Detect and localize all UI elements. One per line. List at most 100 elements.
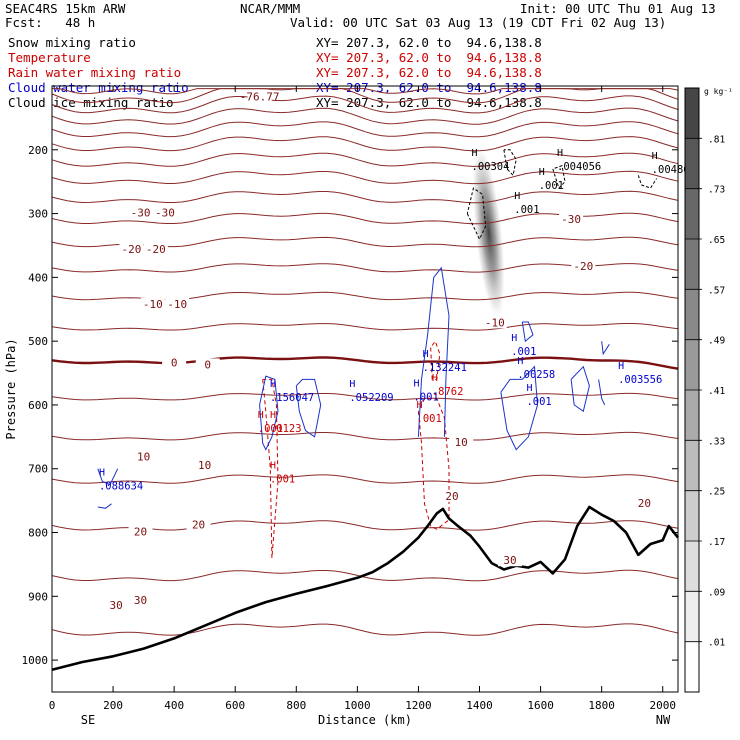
- temperature-contour: [51, 474, 679, 484]
- x-tick-label: 600: [225, 699, 245, 712]
- colorbar-unit: g kg⁻¹: [704, 87, 733, 96]
- cloud-water-contour: [521, 321, 534, 343]
- temperature-contour: [51, 392, 679, 401]
- temperature-contour: [51, 107, 679, 125]
- max-value-label: .088634: [99, 481, 143, 493]
- temperature-label-bg: [143, 242, 168, 255]
- temperature-label: -10: [167, 298, 187, 311]
- temperature-label: -30: [155, 207, 175, 220]
- cloud-water-contours: [97, 266, 610, 509]
- x-end-label-nw: NW: [656, 713, 671, 727]
- axes: 0 200 400 600 800 1000 1200 1400 1600 1800 2000200…: [4, 85, 679, 727]
- temperature-label: 10: [198, 459, 211, 472]
- temperature-contour: [51, 152, 679, 167]
- temperature-label-bg: [162, 356, 187, 369]
- temperature-contour: [51, 136, 679, 152]
- temperature-label-bg: [152, 206, 177, 219]
- temperature-label: -76.77: [240, 90, 280, 103]
- max-value-label: .00258: [517, 369, 555, 381]
- temperature-contour: [51, 569, 679, 582]
- temperature-label-bg: [449, 436, 474, 449]
- max-value-label: .052209: [349, 392, 393, 404]
- x-tick-label: 200: [103, 699, 123, 712]
- colorbar-swatch: [685, 339, 699, 390]
- max-marker: H: [270, 379, 276, 390]
- temperature-label-bg: [128, 593, 153, 606]
- contour-labels: -30 -30 -30 -20 -20 -20 -10 -10 -10 0 0 10 10 10 20 20 2…: [99, 90, 696, 612]
- field-name: Temperature: [8, 50, 91, 65]
- colorbar-label: .41: [708, 386, 725, 397]
- max-marker: H: [417, 400, 423, 411]
- temperature-label-bg: [632, 496, 657, 509]
- rain-contours: [262, 340, 450, 559]
- colorbar-swatch: [685, 440, 699, 491]
- colorbar-label: .17: [708, 537, 725, 548]
- temperature-label: 0: [204, 358, 211, 371]
- x-tick-label: 2000: [649, 699, 676, 712]
- max-value-label: .001: [417, 413, 442, 425]
- colorbar-swatch: [685, 88, 699, 139]
- max-value-label: .001: [539, 180, 564, 192]
- colorbar-label: .01: [708, 638, 725, 649]
- temperature-label: -30: [131, 207, 151, 220]
- max-marker: H: [526, 383, 532, 394]
- temperature-label-bg: [131, 450, 156, 463]
- temperature-label: 30: [503, 554, 516, 567]
- center-name: NCAR/MMM: [240, 1, 301, 16]
- temperature-contour: [51, 88, 679, 104]
- temperature-label: -10: [143, 298, 163, 311]
- temperature-label: 10: [455, 436, 468, 449]
- temperature-label: -20: [146, 243, 166, 256]
- max-marker: H: [270, 410, 276, 421]
- max-value-label: .004056: [557, 161, 601, 173]
- colorbar-label: .57: [708, 285, 725, 296]
- colorbar-swatch: [685, 641, 699, 692]
- cloud-water-contour: [97, 468, 119, 486]
- temperature-label-bg: [192, 459, 217, 472]
- field-name: Snow mixing ratio: [8, 35, 136, 50]
- temperature-label: 20: [134, 526, 147, 539]
- init-time: Init: 00 UTC Thu 01 Aug 13: [520, 1, 716, 16]
- max-marker: H: [349, 379, 355, 390]
- max-marker: H: [539, 167, 545, 178]
- forecast-hour: Fcst: 48 h: [5, 15, 96, 30]
- field-name: Cloud ice mixing ratio: [8, 95, 174, 110]
- colorbar-label: .33: [708, 436, 725, 447]
- colorbar-swatch: [685, 591, 699, 642]
- temperature-label-bg: [104, 598, 129, 611]
- temperature-contour: [51, 323, 679, 331]
- rain-contour: [417, 398, 450, 530]
- colorbar-label: .73: [708, 185, 725, 196]
- temperature-contour: [51, 431, 679, 441]
- terrain-line: [51, 505, 680, 671]
- colorbar-swatch: [685, 390, 699, 441]
- cloud-water-contour: [417, 266, 450, 437]
- cloud-water-contour: [570, 365, 590, 413]
- terrain-profile: [51, 505, 680, 671]
- valid-time: Valid: 00 UTC Sat 03 Aug 13 (19 CDT Fri …: [290, 15, 667, 30]
- max-value-label: .0123: [270, 423, 302, 435]
- colorbar-label: .25: [708, 487, 725, 498]
- max-marker: H: [270, 461, 276, 472]
- colorbar-swatch: [685, 541, 699, 592]
- field-xsection: XY= 207.3, 62.0 to 94.6,138.8: [316, 80, 542, 95]
- max-marker: H: [618, 361, 624, 372]
- temperature-label-bg: [165, 297, 190, 310]
- colorbar-swatch: [685, 138, 699, 189]
- max-marker: H: [472, 148, 478, 159]
- max-value-label: .132241: [423, 362, 467, 374]
- temperature-contour: [51, 121, 679, 138]
- x-end-label-se: SE: [81, 713, 95, 727]
- cloud-ice-contour: [466, 187, 487, 241]
- temperature-label: -10: [485, 316, 505, 329]
- temperature-label-bg: [186, 518, 211, 531]
- temperature-label: -20: [121, 243, 141, 256]
- max-marker: H: [517, 356, 523, 367]
- colorbar: .81 .73 .65 .57 .49 .41 .33 .25 .17 .09 .01 g kg⁻¹: [684, 87, 733, 693]
- colorbar-label: .09: [708, 587, 725, 598]
- temperature-label: 20: [638, 497, 651, 510]
- colorbar-label: .81: [708, 134, 725, 145]
- temperature-label-bg: [140, 297, 165, 310]
- x-tick-label: 1400: [466, 699, 493, 712]
- y-tick-label: 400: [28, 271, 48, 284]
